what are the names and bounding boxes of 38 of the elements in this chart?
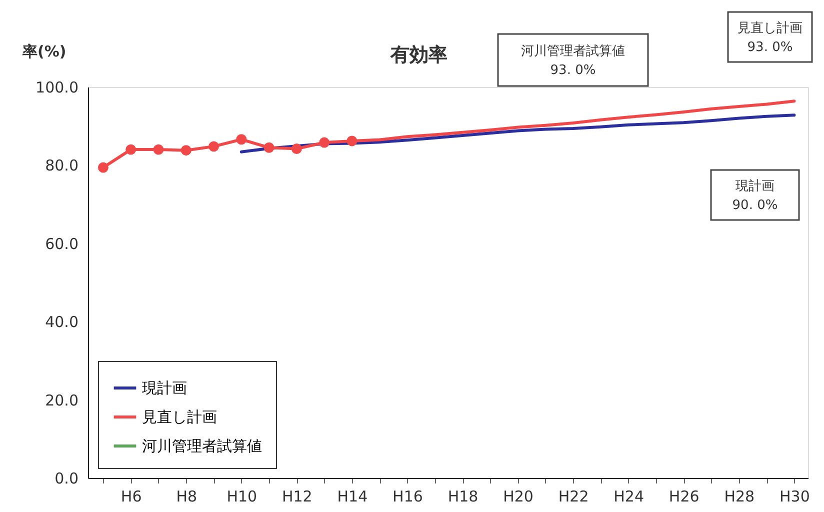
point bbox=[180, 145, 192, 156]
y-tick-label: 100.0 bbox=[36, 78, 78, 96]
x-tick-label: H14 bbox=[337, 488, 368, 506]
chart-title: 有効率 bbox=[390, 44, 448, 66]
y-tick-label: 20.0 bbox=[45, 391, 78, 410]
x-tick-label: H20 bbox=[503, 488, 534, 506]
legend-label: 河川管理者試算値 bbox=[142, 437, 262, 455]
x-tick-label: H18 bbox=[448, 488, 478, 506]
y-axis-title: 率(%) bbox=[22, 42, 66, 60]
text: 見直し計画 93. 0% bbox=[738, 21, 802, 55]
x-tick-label: H6 bbox=[120, 488, 142, 506]
point bbox=[346, 136, 358, 146]
x-tick-label: H30 bbox=[779, 488, 810, 506]
legend-label: 現計画 bbox=[142, 379, 187, 397]
point bbox=[98, 162, 108, 173]
y-tick-label: 60.0 bbox=[45, 234, 78, 253]
point bbox=[208, 141, 219, 152]
point bbox=[264, 142, 274, 153]
legend-label: 見直し計画 bbox=[142, 408, 217, 426]
x-tick-label: H10 bbox=[226, 488, 258, 506]
x-tick-label: H16 bbox=[392, 488, 423, 506]
y-tick-label: 40.0 bbox=[45, 313, 78, 332]
x-tick-label: H24 bbox=[614, 488, 644, 506]
y-tick-label: 80.0 bbox=[45, 156, 78, 175]
y-tick-label: 0.0 bbox=[54, 470, 78, 488]
point bbox=[153, 144, 164, 155]
x-tick-label: H26 bbox=[668, 488, 700, 506]
text: 河川管理者試算値 93. 0% bbox=[521, 44, 625, 78]
x-tick-label: H8 bbox=[176, 488, 198, 506]
line-series bbox=[240, 114, 796, 154]
point bbox=[319, 137, 330, 148]
point bbox=[126, 144, 136, 155]
annotation: 現計画 90. 0% bbox=[732, 179, 778, 213]
x-tick-label: H28 bbox=[724, 488, 755, 506]
x-tick-label: H22 bbox=[558, 488, 589, 506]
point bbox=[236, 134, 247, 145]
point bbox=[291, 144, 302, 154]
x-tick-label: H12 bbox=[282, 488, 312, 506]
